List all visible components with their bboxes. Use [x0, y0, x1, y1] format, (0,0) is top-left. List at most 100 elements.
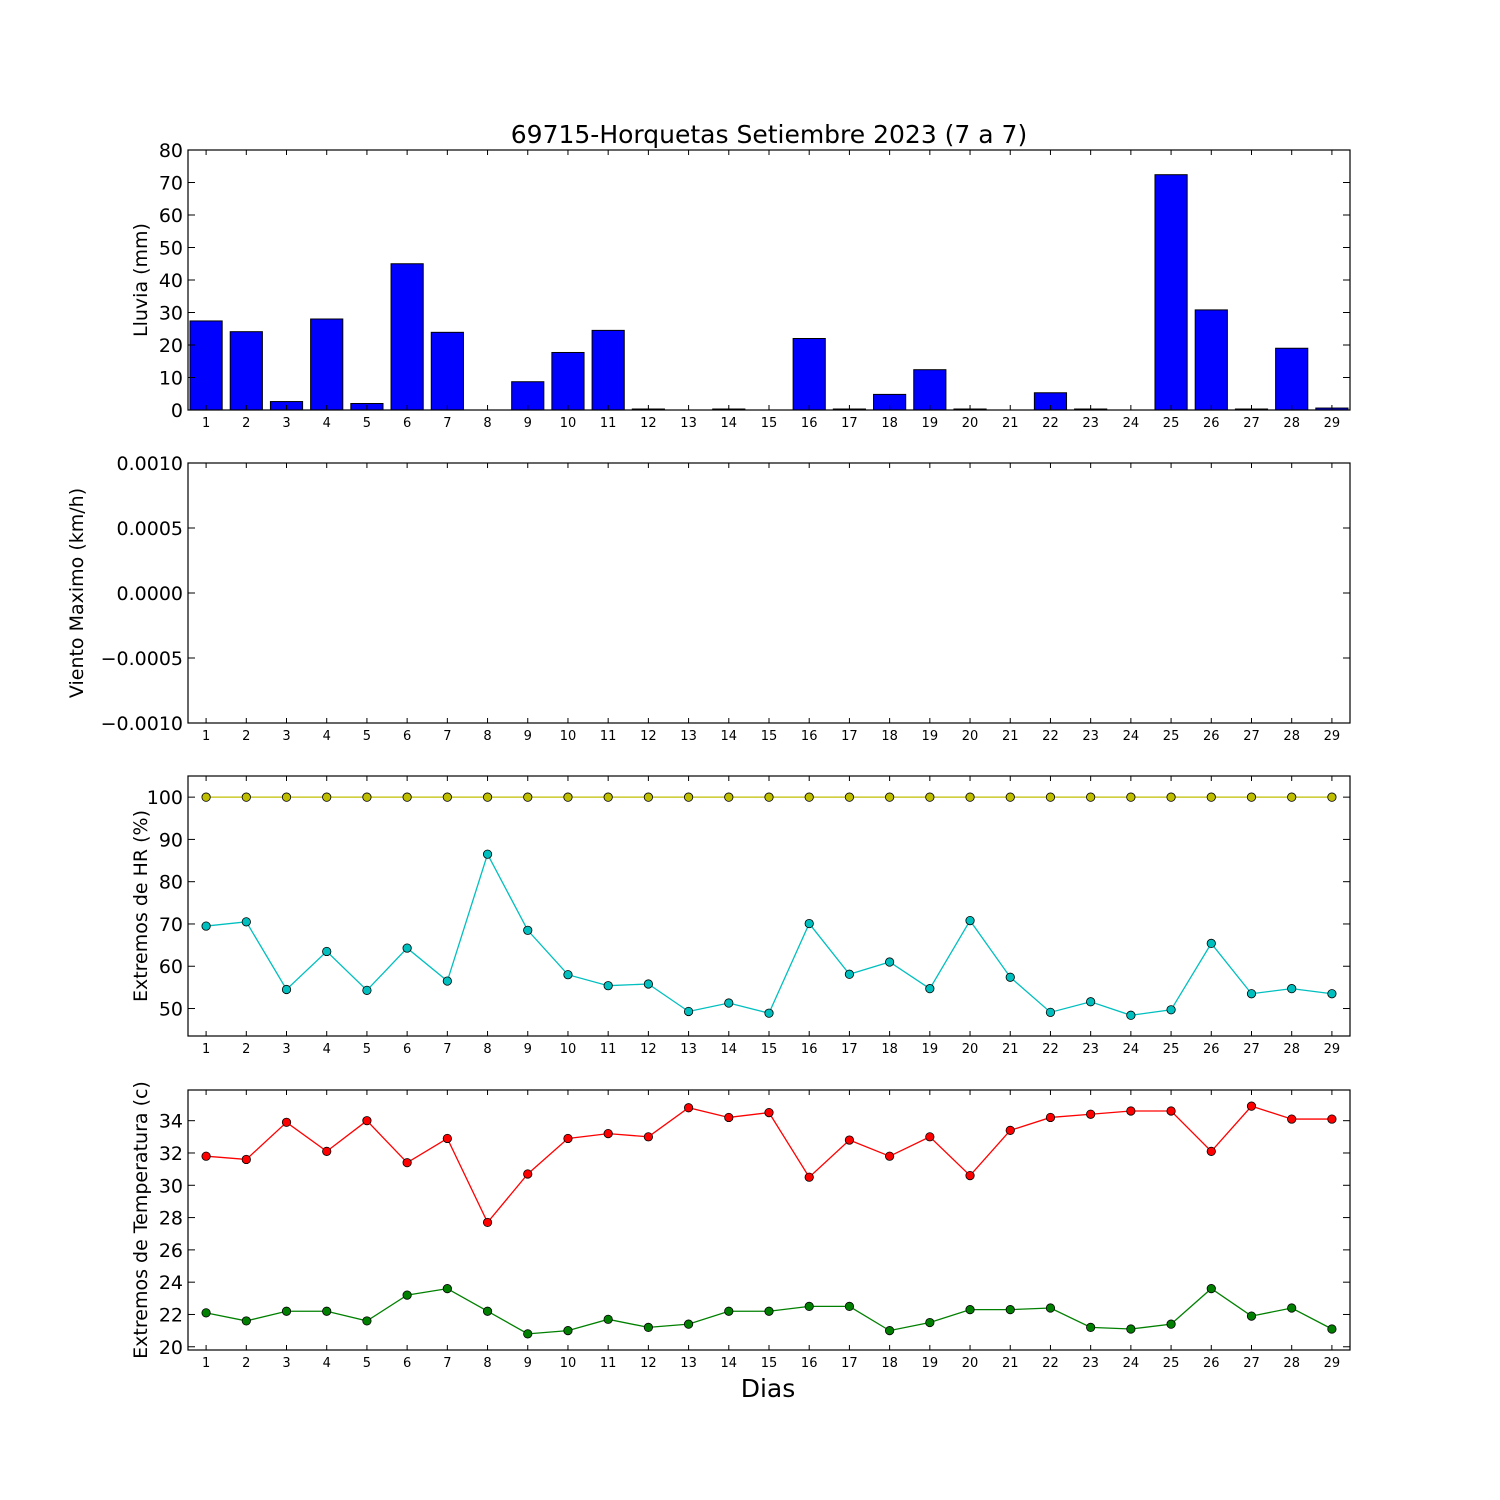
- x-tick-label: 16: [801, 1042, 818, 1057]
- x-tick-label: 12: [640, 1042, 657, 1057]
- y-tick-label: 50: [159, 999, 183, 1021]
- hr-min-point-day-8: [482, 849, 493, 859]
- x-tick-label: 3: [282, 729, 290, 744]
- temp-min-point-day-11: [603, 1314, 613, 1324]
- y-tick-label: 26: [159, 1240, 183, 1262]
- x-tick-label: 29: [1324, 1042, 1341, 1057]
- x-tick-label: 23: [1082, 1356, 1099, 1371]
- x-tick-label: 7: [443, 416, 451, 431]
- temp-min-point-day-28: [1287, 1303, 1297, 1313]
- hr-min-point-day-25: [1166, 1005, 1176, 1015]
- hr-max-point-day-20: [965, 792, 975, 802]
- temp-max-point-day-17: [844, 1135, 855, 1145]
- temp-min-point-day-22: [1045, 1303, 1056, 1313]
- x-tick-label: 17: [841, 1356, 858, 1371]
- x-tick-label: 13: [680, 729, 697, 744]
- x-tick-label: 19: [922, 416, 939, 431]
- x-tick-label: 20: [962, 1356, 979, 1371]
- x-tick-label: 25: [1163, 1356, 1180, 1371]
- x-tick-label: 6: [403, 416, 411, 431]
- temp-min-point-day-13: [683, 1319, 694, 1329]
- temp-min-point-day-20: [965, 1305, 975, 1315]
- hr-max-point-day-1: [201, 792, 211, 802]
- temp-max-point-day-4: [322, 1146, 332, 1156]
- temp-min-point-day-26: [1206, 1284, 1216, 1294]
- x-tick-label: 10: [560, 1042, 577, 1057]
- rain-bar-day-2: [229, 331, 263, 411]
- x-tick-label: 8: [483, 1356, 491, 1371]
- x-tick-label: 5: [363, 729, 371, 744]
- hr-max-point-day-10: [563, 792, 573, 802]
- y-tick-label: 80: [159, 872, 183, 894]
- hr-max-point-day-19: [925, 792, 935, 802]
- temp-max-point-day-1: [201, 1151, 211, 1161]
- temp-min-point-day-18: [885, 1326, 895, 1336]
- hr-max-point-day-22: [1045, 792, 1056, 802]
- x-tick-label: 16: [801, 1356, 818, 1371]
- temp-min-point-day-25: [1166, 1319, 1176, 1329]
- temp-max-point-day-13: [683, 1103, 694, 1113]
- x-tick-label: 1: [202, 1042, 210, 1057]
- x-tick-label: 7: [443, 1356, 451, 1371]
- hr-max-point-day-21: [1005, 792, 1015, 802]
- hr-max-point-day-27: [1246, 792, 1257, 802]
- y-tick-label: 22: [159, 1304, 183, 1326]
- x-tick-label: 28: [1283, 729, 1300, 744]
- temp-min-point-day-4: [322, 1306, 332, 1316]
- hr-min-point-day-11: [603, 981, 613, 991]
- x-tick-label: 18: [881, 416, 898, 431]
- y-tick-label: 70: [159, 173, 183, 195]
- y-tick-label: 30: [159, 303, 183, 325]
- hr-max-point-day-15: [764, 792, 774, 802]
- x-tick-label: 9: [524, 729, 532, 744]
- hr-min-point-day-10: [563, 970, 573, 980]
- x-tick-label: 11: [600, 1042, 617, 1057]
- x-tick-label: 5: [363, 1042, 371, 1057]
- hr-max-point-day-11: [603, 792, 613, 802]
- x-tick-label: 25: [1163, 416, 1180, 431]
- x-tick-label: 26: [1203, 1356, 1220, 1371]
- temp-max-point-day-3: [281, 1117, 292, 1127]
- hr-min-point-day-1: [201, 921, 211, 931]
- x-tick-label: 9: [524, 1042, 532, 1057]
- temp-min-point-day-2: [241, 1316, 251, 1326]
- x-tick-label: 20: [962, 416, 979, 431]
- temp-max-point-day-21: [1005, 1125, 1015, 1135]
- x-tick-label: 1: [202, 1356, 210, 1371]
- y-tick-label: 20: [159, 335, 183, 357]
- x-tick-label: 22: [1042, 729, 1059, 744]
- hr-min-point-day-4: [322, 946, 332, 957]
- hr-min-point-day-29: [1327, 989, 1337, 999]
- y-tick-label: 50: [159, 238, 183, 260]
- x-tick-label: 13: [680, 1042, 697, 1057]
- temp-min-point-day-9: [523, 1329, 533, 1339]
- x-tick-label: 19: [922, 729, 939, 744]
- hr-min-point-day-28: [1287, 984, 1297, 994]
- x-tick-label: 1: [202, 729, 210, 744]
- hr-max-point-day-16: [804, 792, 814, 802]
- x-tick-label: 24: [1123, 1042, 1140, 1057]
- x-tick-label: 17: [841, 729, 858, 744]
- x-tick-label: 11: [600, 1356, 617, 1371]
- y-tick-label: 0.0000: [117, 583, 183, 605]
- hr-max-point-day-2: [241, 792, 251, 802]
- y-axis-label: Viento Maximo (km/h): [66, 488, 88, 698]
- hr-max-point-day-12: [643, 792, 653, 802]
- x-tick-label: 13: [680, 1356, 697, 1371]
- temp-max-point-day-7: [442, 1133, 452, 1144]
- x-tick-label: 9: [524, 1356, 532, 1371]
- hr-max-point-day-6: [402, 792, 412, 802]
- hr-min-point-day-21: [1005, 972, 1015, 982]
- y-tick-label: 34: [159, 1111, 183, 1133]
- x-tick-label: 19: [922, 1042, 939, 1057]
- hr-max-point-day-24: [1126, 792, 1136, 802]
- rain-bar-day-25: [1154, 174, 1188, 411]
- hr-max-point-day-17: [844, 792, 855, 802]
- x-tick-label: 11: [600, 729, 617, 744]
- x-tick-label: 10: [560, 1356, 577, 1371]
- x-tick-label: 26: [1203, 1042, 1220, 1057]
- temp-max-point-day-24: [1126, 1106, 1136, 1116]
- hr-max-point-day-18: [885, 792, 895, 802]
- x-tick-label: 3: [282, 416, 290, 431]
